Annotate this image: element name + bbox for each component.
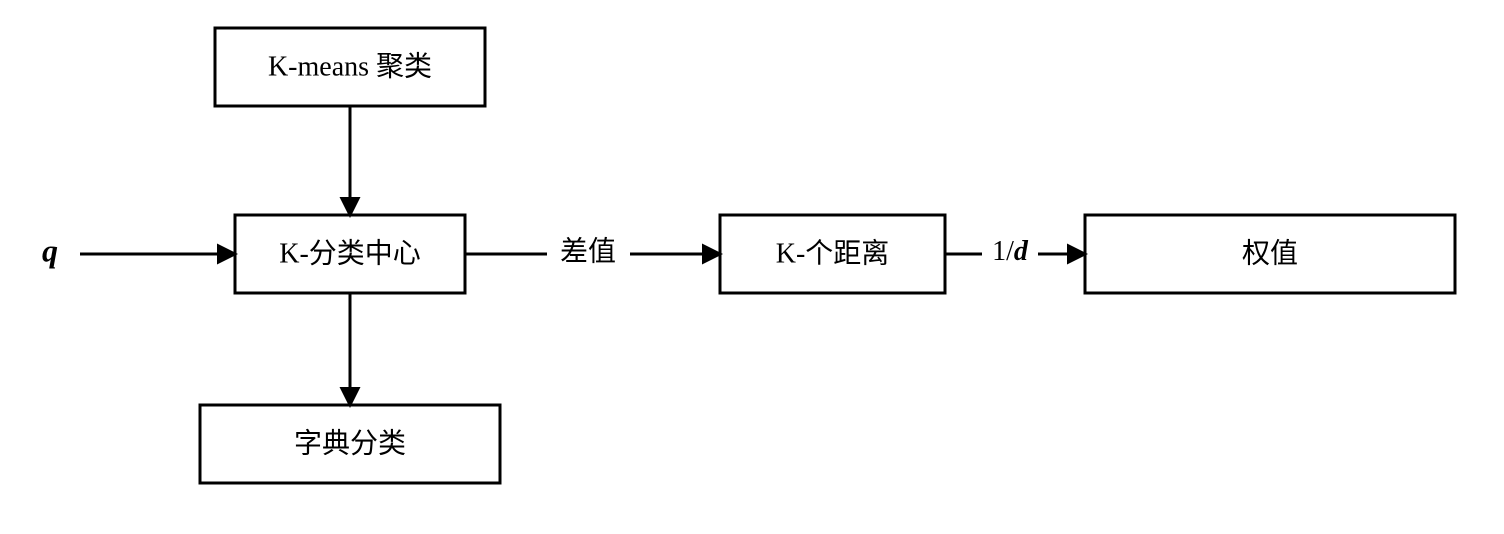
node-kmeans: K-means 聚类 [215,28,485,106]
node-kdist-label: K-个距离 [776,237,890,269]
label-diff: 差值 [560,235,616,267]
node-weight: 权值 [1085,215,1455,293]
node-kmeans-label: K-means 聚类 [268,50,432,82]
node-kcenter: K-分类中心 [235,215,465,293]
node-dict: 字典分类 [200,405,500,483]
node-dict-label: 字典分类 [294,427,406,459]
label-invd: 1/d [992,236,1029,267]
node-kcenter-label: K-分类中心 [279,237,421,269]
label-q: q [42,232,58,268]
node-kdist: K-个距离 [720,215,945,293]
node-weight-label: 权值 [1242,237,1298,269]
